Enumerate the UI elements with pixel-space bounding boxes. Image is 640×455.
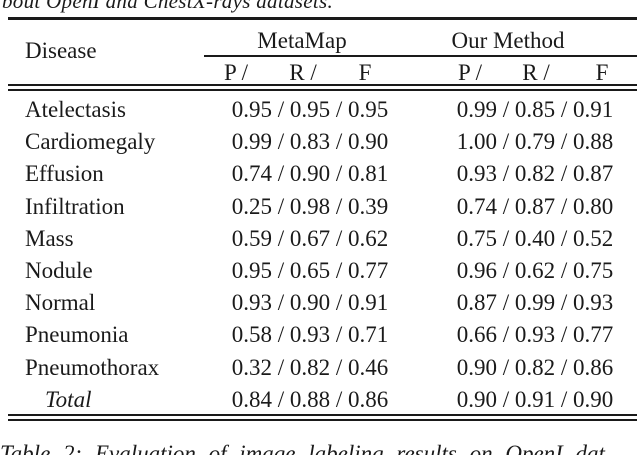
metamap-prf-cell: 0.93 / 0.90 / 0.91 xyxy=(231,290,389,316)
disease-cell: Cardiomegaly xyxy=(25,129,156,155)
table-row: Cardiomegaly 0.99 / 0.83 / 0.90 1.00 / 0… xyxy=(0,126,640,158)
table-row: Normal 0.93 / 0.90 / 0.91 0.87 / 0.99 / … xyxy=(0,287,640,319)
metamap-prf-cell: 0.32 / 0.82 / 0.46 xyxy=(231,354,389,380)
metamap-prf-cell: 0.99 / 0.83 / 0.90 xyxy=(231,129,389,155)
table-row-total: Total 0.84 / 0.88 / 0.86 0.90 / 0.91 / 0… xyxy=(0,384,640,416)
our-method-prf-cell: 1.00 / 0.79 / 0.88 xyxy=(456,129,614,155)
table-row: Infiltration 0.25 / 0.98 / 0.39 0.74 / 0… xyxy=(0,191,640,223)
table-row: Effusion 0.74 / 0.90 / 0.81 0.93 / 0.82 … xyxy=(0,158,640,190)
table-body: Atelectasis 0.95 / 0.95 / 0.95 0.99 / 0.… xyxy=(0,94,640,416)
our-method-prf-cell: 0.87 / 0.99 / 0.93 xyxy=(456,290,614,316)
table-row: Atelectasis 0.95 / 0.95 / 0.95 0.99 / 0.… xyxy=(0,94,640,126)
disease-cell: Infiltration xyxy=(25,193,125,219)
our-method-prf-cell: 0.74 / 0.87 / 0.80 xyxy=(456,193,614,219)
disease-cell: Mass xyxy=(25,225,74,251)
table-caption-fragment: Table 2: Evaluation of image labeling re… xyxy=(0,441,605,455)
table-row: Pneumothorax 0.32 / 0.82 / 0.46 0.90 / 0… xyxy=(0,352,640,384)
group-header-underline-rule xyxy=(204,55,637,57)
table-top-rule xyxy=(8,17,637,20)
group-header-our-method: Our Method xyxy=(451,28,565,53)
metamap-prf-cell: 0.25 / 0.98 / 0.39 xyxy=(231,193,389,219)
metamap-prf-cell: 0.95 / 0.65 / 0.77 xyxy=(231,258,389,284)
subheader-metamap-fscore: F xyxy=(358,60,372,85)
disease-cell: Nodule xyxy=(25,258,93,284)
subheader-metamap-recall: R / xyxy=(289,60,317,85)
table-bottom-double-rule xyxy=(8,414,637,421)
our-method-prf-cell: 0.90 / 0.82 / 0.86 xyxy=(456,354,614,380)
column-header-disease: Disease xyxy=(25,38,97,63)
table-row: Pneumonia 0.58 / 0.93 / 0.71 0.66 / 0.93… xyxy=(0,319,640,351)
table-row: Nodule 0.95 / 0.65 / 0.77 0.96 / 0.62 / … xyxy=(0,255,640,287)
header-separator-double-rule xyxy=(8,84,637,91)
clipped-paragraph-text: bout OpenI and ChestX-rays datasets. xyxy=(2,0,640,13)
disease-cell: Pneumonia xyxy=(25,322,129,348)
our-method-prf-cell: 0.66 / 0.93 / 0.77 xyxy=(456,322,614,348)
disease-cell: Pneumothorax xyxy=(25,354,160,380)
metamap-prf-cell: 0.59 / 0.67 / 0.62 xyxy=(231,225,389,251)
subheader-metamap-precision: P / xyxy=(223,60,249,85)
disease-cell-total: Total xyxy=(45,386,92,412)
metamap-prf-cell: 0.84 / 0.88 / 0.86 xyxy=(231,386,389,412)
our-method-prf-cell: 0.93 / 0.82 / 0.87 xyxy=(456,161,614,187)
subheader-our-method-precision: P / xyxy=(457,60,483,85)
group-header-metamap: MetaMap xyxy=(257,28,347,53)
table-row: Mass 0.59 / 0.67 / 0.62 0.75 / 0.40 / 0.… xyxy=(0,223,640,255)
metamap-prf-cell: 0.74 / 0.90 / 0.81 xyxy=(231,161,389,187)
our-method-prf-cell: 0.90 / 0.91 / 0.90 xyxy=(456,386,614,412)
our-method-prf-cell: 0.75 / 0.40 / 0.52 xyxy=(456,225,614,251)
clipped-table-caption: Table 2: Evaluation of image labeling re… xyxy=(0,441,640,455)
disease-cell: Normal xyxy=(25,290,96,316)
subheader-our-method-fscore: F xyxy=(595,60,609,85)
metamap-prf-cell: 0.58 / 0.93 / 0.71 xyxy=(231,322,389,348)
paragraph-text-fragment: bout OpenI and ChestX-rays datasets. xyxy=(2,0,334,13)
disease-cell: Atelectasis xyxy=(25,97,126,123)
disease-cell: Effusion xyxy=(25,161,104,187)
subheader-our-method-recall: R / xyxy=(522,60,550,85)
metamap-prf-cell: 0.95 / 0.95 / 0.95 xyxy=(231,97,389,123)
our-method-prf-cell: 0.99 / 0.85 / 0.91 xyxy=(456,97,614,123)
our-method-prf-cell: 0.96 / 0.62 / 0.75 xyxy=(456,258,614,284)
